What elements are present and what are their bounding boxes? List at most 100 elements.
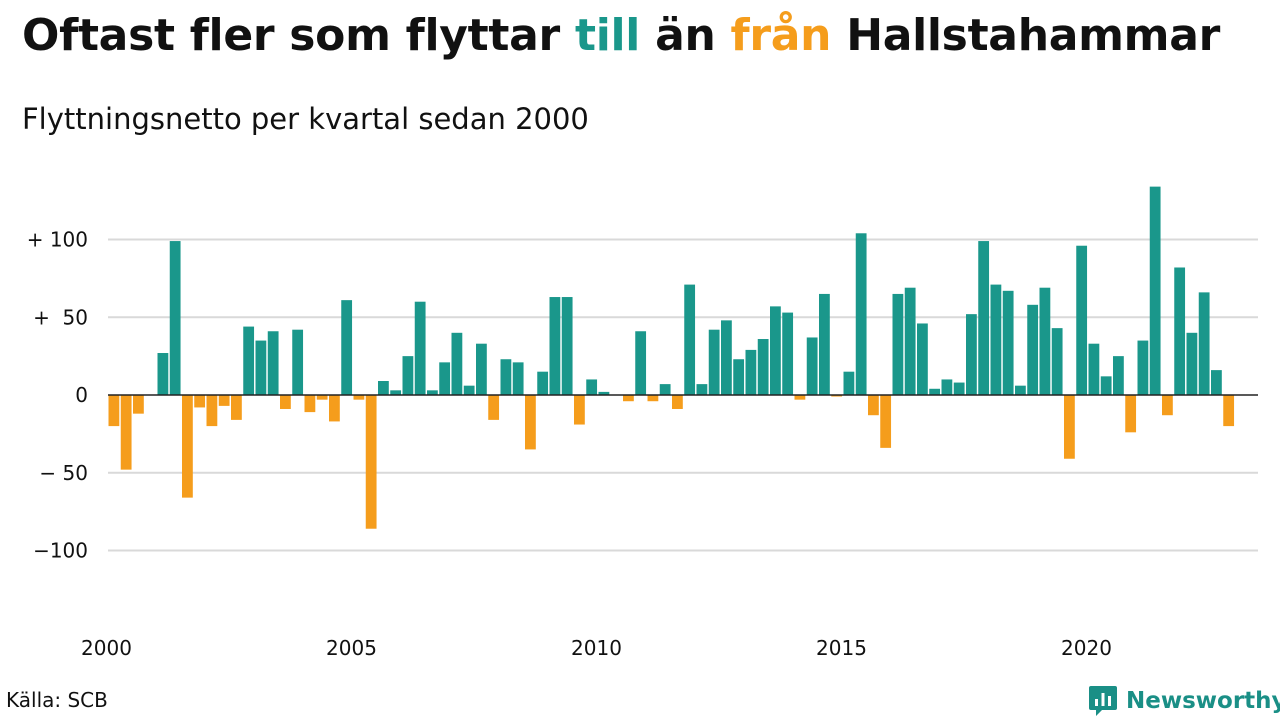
- bar: [990, 284, 1002, 396]
- bar: [574, 395, 585, 425]
- bar: [1027, 304, 1039, 395]
- bar: [1015, 385, 1026, 395]
- bars: [108, 186, 1235, 529]
- bar: [439, 362, 451, 396]
- source-note: Källa: SCB: [6, 688, 108, 712]
- bar: [476, 343, 487, 395]
- bar: [255, 340, 267, 395]
- bar: [500, 359, 512, 396]
- bar: [978, 241, 990, 395]
- bar: [353, 395, 365, 400]
- bar: [855, 233, 867, 395]
- bar: [1174, 267, 1186, 395]
- bar: [647, 395, 659, 402]
- y-tick-label: 0: [75, 383, 88, 407]
- chart-subtitle: Flyttningsnetto per kvartal sedan 2000: [22, 102, 589, 136]
- title-part-2: än: [640, 10, 731, 61]
- bar: [1002, 290, 1014, 395]
- bar: [917, 323, 928, 395]
- bar: [194, 395, 206, 408]
- bar: [806, 337, 818, 395]
- bar: [157, 353, 169, 395]
- bar: [819, 293, 830, 396]
- bar: [451, 332, 463, 395]
- y-tick-label: −100: [33, 539, 88, 563]
- y-tick-label: + 100: [27, 228, 88, 252]
- bar: [169, 241, 181, 395]
- bar: [941, 379, 953, 395]
- bar: [108, 395, 120, 427]
- bar: [561, 297, 573, 395]
- bar: [488, 395, 500, 420]
- bar: [525, 395, 536, 450]
- bar: [133, 395, 144, 414]
- bar: [623, 395, 634, 402]
- bar: [598, 391, 610, 395]
- x-tick-label: 2010: [571, 636, 622, 660]
- bar: [782, 312, 794, 395]
- bar: [1186, 332, 1198, 395]
- x-tick-label: 2005: [326, 636, 377, 660]
- bar: [770, 306, 781, 395]
- x-axis-tick-labels: 2000 2005 2010 2015 2020: [81, 636, 1112, 660]
- bar: [1149, 186, 1161, 395]
- bar: [586, 379, 598, 395]
- bar: [316, 395, 328, 400]
- bar: [231, 395, 242, 420]
- bar: [721, 320, 732, 395]
- bar: [904, 287, 916, 395]
- bar: [1064, 395, 1075, 459]
- bar: [696, 384, 708, 395]
- bar: [304, 395, 316, 413]
- bar: [463, 385, 475, 395]
- bar: [929, 388, 941, 395]
- bar: [745, 349, 757, 395]
- bar: [1088, 343, 1100, 395]
- bar: [292, 329, 304, 395]
- bar: [182, 395, 193, 498]
- title-highlight-fran: från: [730, 10, 832, 61]
- bar: [537, 371, 549, 395]
- bar: [390, 390, 402, 395]
- x-tick-label: 2020: [1061, 636, 1112, 660]
- bar: [831, 395, 843, 397]
- bar: [414, 301, 426, 395]
- brand: Newsworthy: [1088, 684, 1280, 718]
- bar: [868, 395, 879, 416]
- bar: [757, 339, 769, 395]
- bar: [402, 356, 414, 396]
- bar: [1100, 376, 1112, 395]
- brand-name: Newsworthy: [1126, 688, 1280, 714]
- bar: [1198, 292, 1210, 395]
- y-tick-label: − 50: [39, 461, 88, 485]
- bar: [843, 371, 855, 395]
- bar: [1051, 328, 1063, 395]
- bar: [218, 395, 230, 406]
- bar: [966, 314, 977, 395]
- x-tick-label: 2015: [816, 636, 867, 660]
- bar: [733, 359, 745, 396]
- bar: [1113, 356, 1124, 396]
- bar: [659, 384, 671, 395]
- chart-title: Oftast fler som flyttar till än från Hal…: [22, 10, 1220, 61]
- bar: [549, 297, 561, 395]
- bar: [892, 293, 904, 396]
- bar: [708, 329, 720, 395]
- bar: [280, 395, 291, 409]
- bar: [329, 395, 340, 422]
- x-tick-label: 2000: [81, 636, 132, 660]
- bar: [267, 331, 279, 395]
- bar: [512, 362, 524, 396]
- bar: [1039, 287, 1051, 395]
- bar: [1076, 245, 1088, 395]
- bar: [953, 382, 965, 395]
- bar: [672, 395, 683, 409]
- bar: [120, 395, 132, 470]
- bar: [1137, 340, 1149, 395]
- bar: [427, 390, 438, 395]
- bar: [880, 395, 892, 448]
- title-part-3: Hallstahammar: [831, 10, 1221, 61]
- bar: [378, 381, 389, 395]
- title-part-1: Oftast fler som flyttar: [22, 10, 575, 61]
- newsworthy-logo-icon: [1089, 686, 1117, 716]
